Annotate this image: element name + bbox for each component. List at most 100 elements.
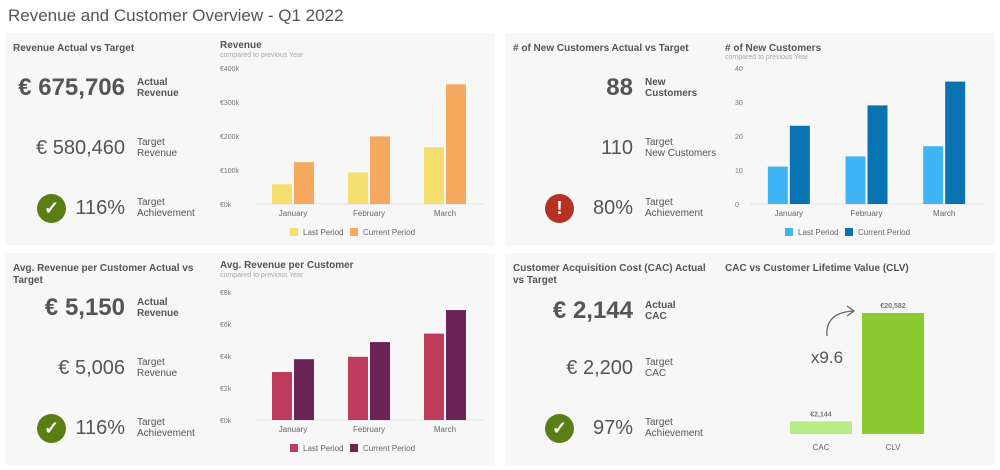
bar [370, 136, 390, 204]
target-label-line: CAC [645, 368, 667, 379]
actual-label-line: Actual [137, 77, 168, 88]
actual-label: Actual Revenue [137, 77, 179, 99]
target-label-line: Target [645, 137, 673, 148]
bar [867, 105, 888, 204]
legend-swatch [350, 228, 358, 236]
achievement-value: 97% [592, 417, 633, 439]
actual-value: € 2,144 [552, 297, 633, 324]
actual-label-line: Customers [645, 88, 698, 99]
check-circle-icon: ✓ [37, 414, 66, 443]
target-label-line: Target [137, 137, 165, 148]
bar [348, 356, 368, 420]
achievement-label-line: Target [137, 417, 165, 428]
bar [446, 84, 466, 204]
legend-label: Last Period [303, 228, 343, 237]
bar [424, 333, 444, 420]
chart-subtitle: compared to previous Year [220, 52, 304, 59]
x-tick-label: March [434, 209, 456, 218]
legend-label: Current Period [858, 228, 910, 237]
target-label-line: New Customers [645, 148, 717, 159]
bar [945, 81, 966, 204]
kpi-title: Avg. Revenue per Customer Actual vs Targ… [13, 263, 194, 286]
data-label: €2,144 [810, 411, 832, 418]
bar [272, 372, 292, 420]
achievement-label-line: Target [645, 197, 673, 208]
check-circle-icon: ✓ [545, 414, 574, 443]
achievement-label: Target Achievement [645, 417, 703, 439]
legend-swatch [290, 444, 298, 452]
exclamation-circle-icon: ! [545, 194, 574, 223]
bar [789, 125, 810, 204]
achievement-value: 116% [75, 417, 125, 439]
y-tick-label: €100k [220, 168, 240, 175]
kpi-panel: # of New Customers Actual vs Target 88 Ne… [505, 33, 995, 245]
target-value: € 580,460 [36, 137, 125, 159]
achievement-label: Target Achievement [137, 197, 195, 219]
legend-label: Last Period [303, 444, 343, 453]
actual-label: Actual CAC [645, 300, 676, 322]
bar [446, 310, 466, 420]
actual-label-line: Actual [137, 297, 168, 308]
target-value: 110 [601, 137, 633, 159]
y-tick-label: €2k [220, 386, 232, 393]
x-tick-label: March [434, 425, 456, 434]
kpi-panel: Avg. Revenue per Customer Actual vs Targ… [5, 253, 495, 465]
achievement-label-line: Achievement [137, 208, 195, 219]
curved-arrow-icon [826, 310, 854, 337]
bar [294, 162, 314, 204]
chart-title: CAC vs Customer Lifetime Value (CLV) [725, 263, 909, 274]
y-tick-label: 10 [735, 168, 743, 175]
legend-swatch [350, 444, 358, 452]
chart-subtitle: compared to previous Year [725, 54, 809, 61]
bar [272, 184, 292, 204]
bar [923, 146, 944, 204]
target-label-line: Target [137, 357, 165, 368]
legend-swatch [290, 228, 298, 236]
x-tick-label: CAC [813, 443, 830, 452]
y-tick-label: 0 [735, 202, 739, 209]
achievement-label-line: Target [645, 417, 673, 428]
y-tick-label: €200k [220, 134, 240, 141]
legend-swatch [785, 228, 793, 236]
actual-label-line: Revenue [137, 88, 179, 99]
y-tick-label: €8k [220, 290, 232, 297]
actual-label-line: Actual [645, 300, 676, 311]
achievement-label-line: Achievement [645, 428, 703, 439]
target-value: € 2,200 [566, 357, 633, 379]
y-tick-label: 20 [735, 134, 743, 141]
y-tick-label: 40 [735, 66, 743, 73]
legend-label: Last Period [798, 228, 838, 237]
bar [862, 313, 924, 434]
achievement-label-line: Achievement [645, 208, 703, 219]
achievement-value: 116% [75, 197, 125, 219]
actual-value: € 675,706 [18, 74, 125, 101]
x-tick-label: February [353, 209, 385, 218]
target-label-line: Target [645, 357, 673, 368]
kpi-title: Revenue Actual vs Target [13, 43, 135, 54]
actual-value: € 5,150 [44, 294, 125, 321]
chart-title: Avg. Revenue per Customer [220, 260, 354, 271]
check-circle-icon: ✓ [37, 194, 66, 223]
bar [424, 147, 444, 204]
y-tick-label: 30 [735, 100, 743, 107]
y-tick-label: €400k [220, 66, 240, 73]
achievement-label: Target Achievement [137, 417, 195, 439]
bar [294, 359, 314, 420]
x-tick-label: January [279, 425, 307, 434]
actual-label-line: Revenue [137, 308, 179, 319]
x-tick-label: February [850, 209, 882, 218]
y-tick-label: €6k [220, 322, 232, 329]
bar [370, 342, 390, 420]
target-label: Target New Customers [645, 137, 716, 159]
chart-title: Revenue [220, 40, 262, 51]
dashboard-title: Revenue and Customer Overview - Q1 2022 [8, 6, 344, 25]
achievement-label-line: Achievement [137, 428, 195, 439]
y-tick-label: €300k [220, 100, 240, 107]
target-value: € 5,006 [58, 357, 125, 379]
target-label: Target Revenue [137, 357, 177, 379]
x-tick-label: March [933, 209, 955, 218]
data-label: €20,582 [880, 303, 905, 310]
x-tick-label: CLV [886, 443, 902, 452]
